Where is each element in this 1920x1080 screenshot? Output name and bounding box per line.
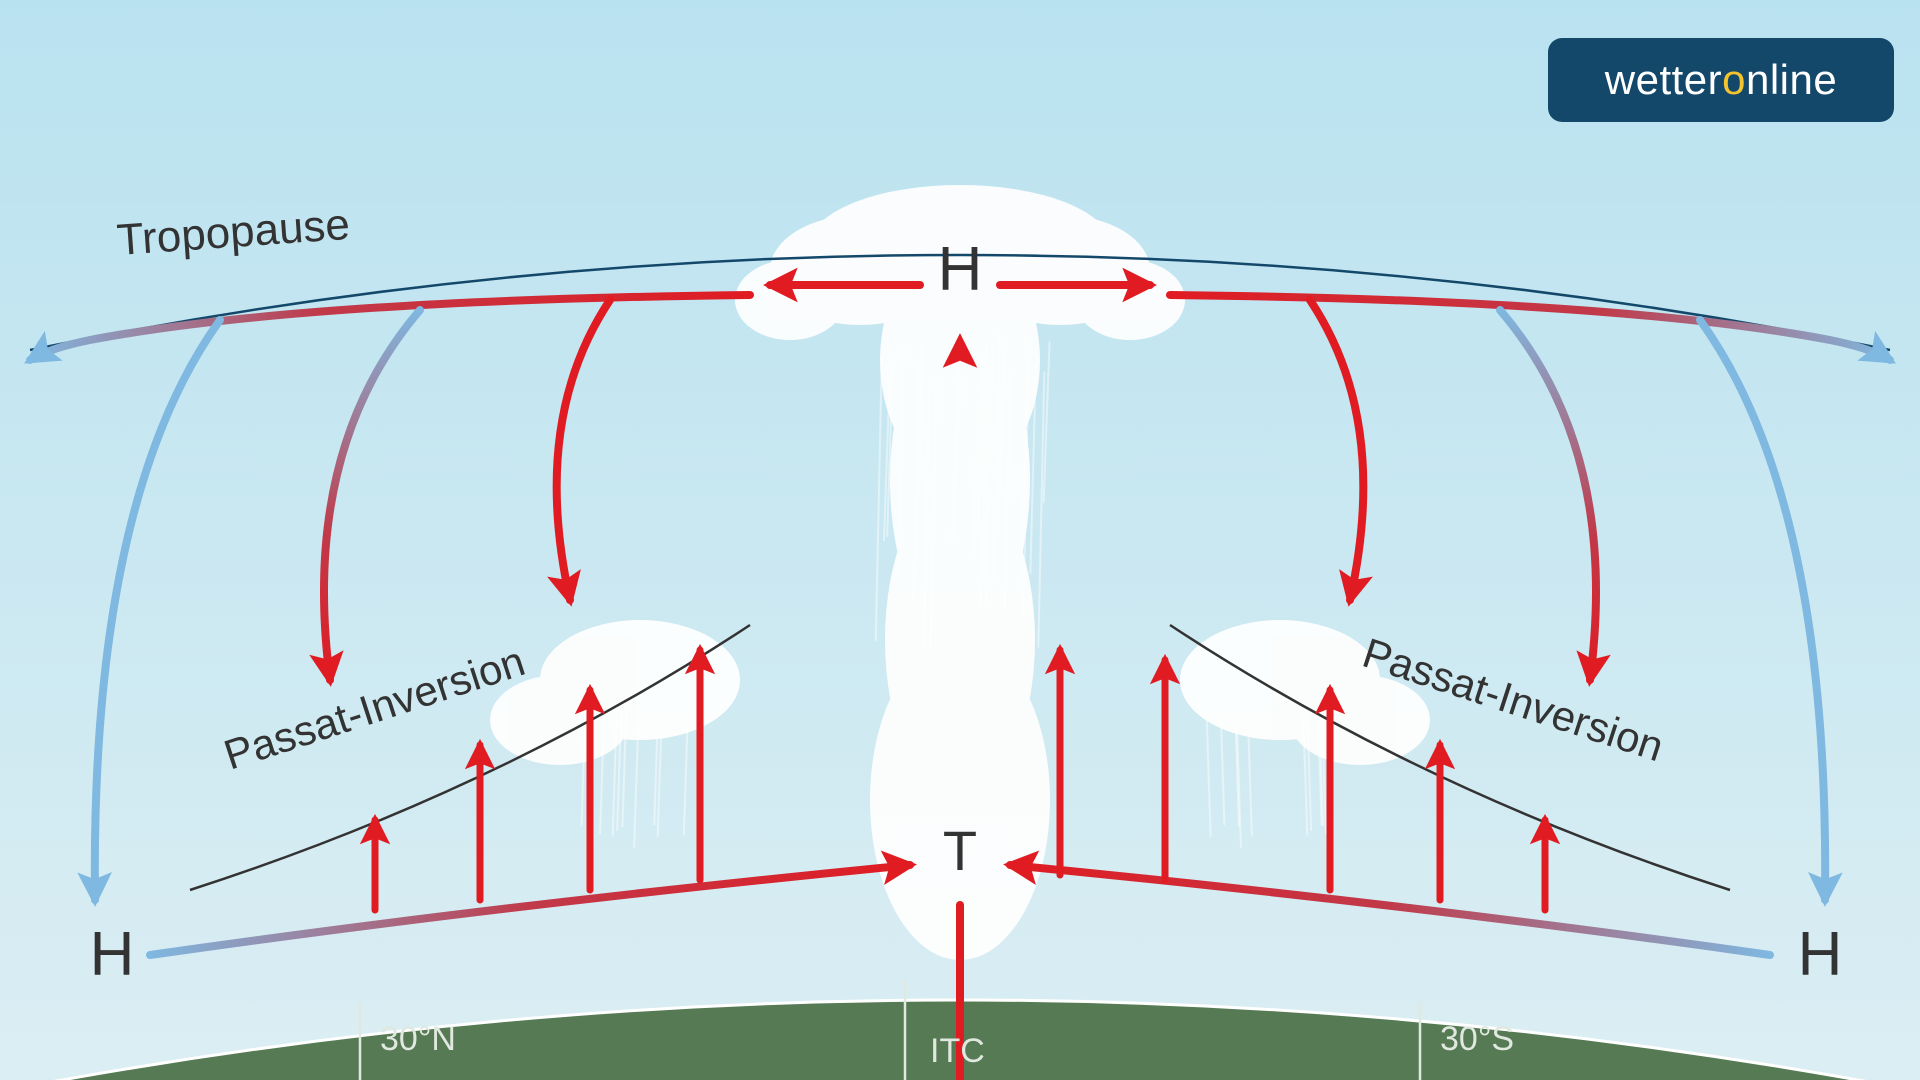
label-T-mid: T [943, 819, 977, 882]
label-30S: 30°S [1440, 1020, 1514, 1058]
label-H-right: H [1798, 920, 1843, 989]
logo-prefix: wetter [1605, 56, 1722, 103]
brand-logo: wetteronline [1548, 38, 1894, 122]
logo-suffix: nline [1746, 56, 1837, 103]
diagram-root: TropopausePassat-InversionPassat-Inversi… [0, 0, 1920, 1080]
label-H-top: H [938, 235, 983, 304]
label-H-left: H [90, 920, 135, 989]
logo-o: o [1722, 56, 1746, 103]
label-ITC: ITC [930, 1032, 985, 1070]
brand-logo-text: wetteronline [1605, 56, 1837, 104]
diagram-svg: TropopausePassat-InversionPassat-Inversi… [0, 0, 1920, 1080]
label-30N: 30°N [380, 1020, 456, 1058]
